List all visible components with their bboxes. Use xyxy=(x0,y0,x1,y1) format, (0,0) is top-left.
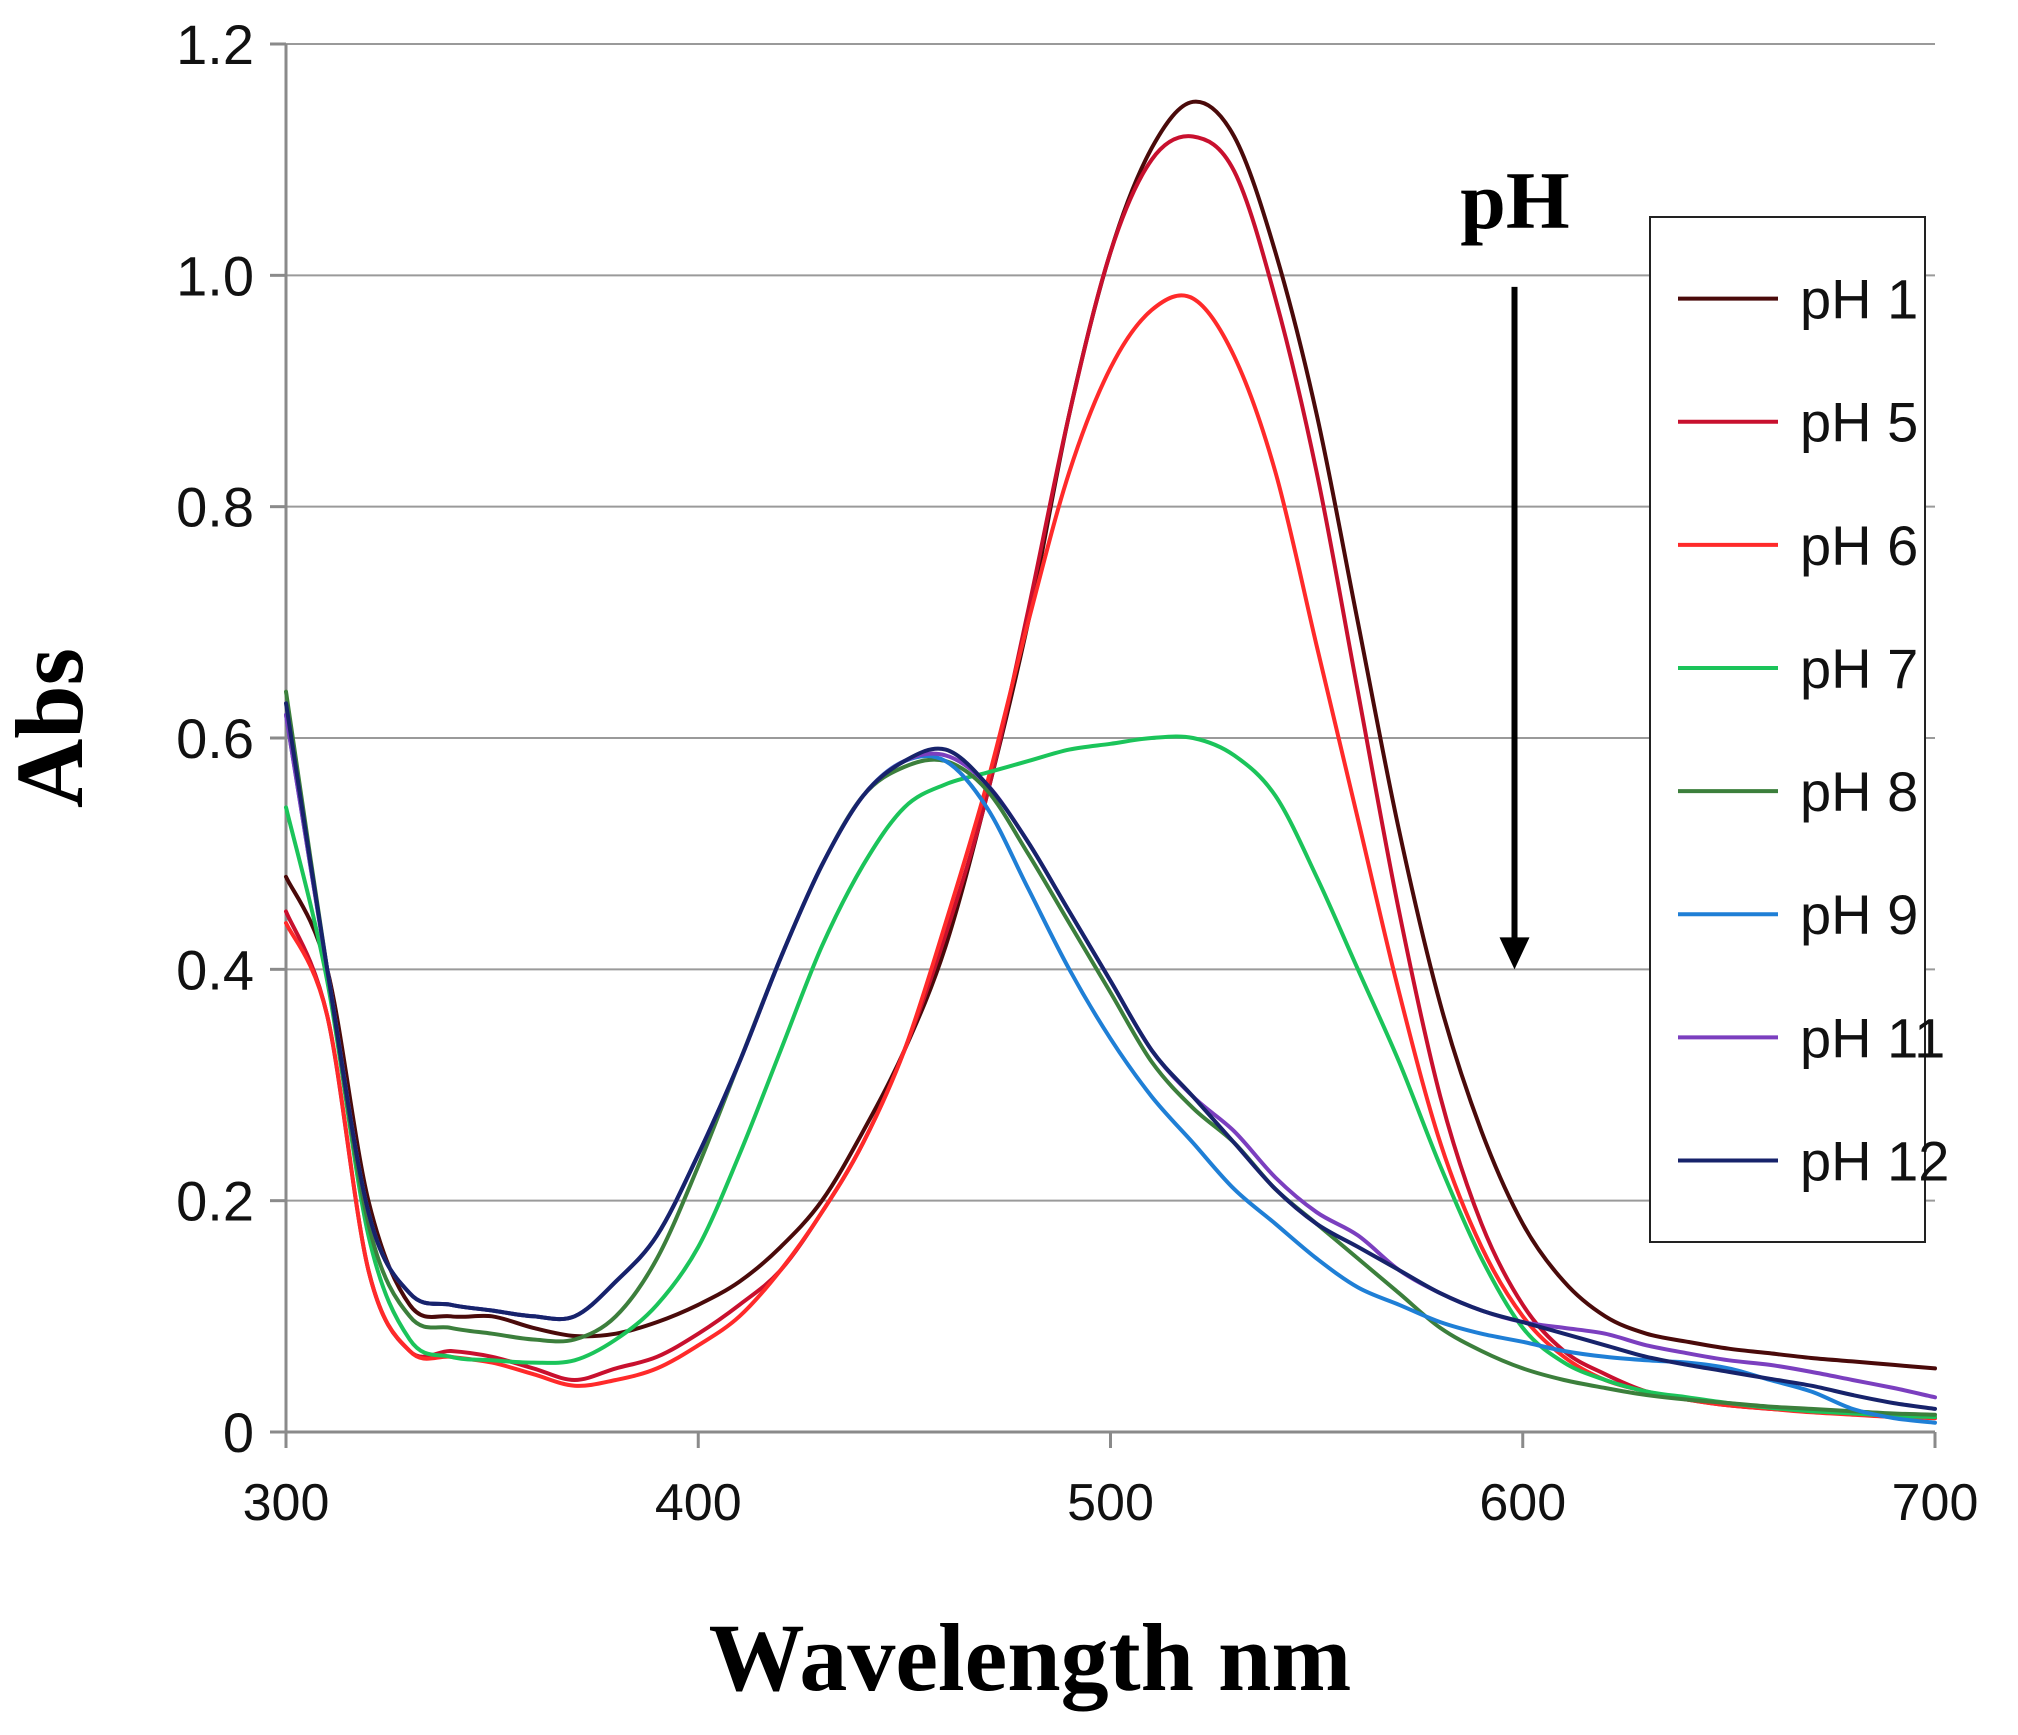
legend-box xyxy=(1649,216,1926,1243)
x-tick-label-3: 600 xyxy=(1479,1474,1566,1532)
y-tick-label-6: 1.2 xyxy=(176,13,254,76)
y-axis-ticks: 0 0.2 0.4 0.6 0.8 1.0 1.2 xyxy=(176,13,286,1464)
legend-label-ph-1: pH 1 xyxy=(1800,268,1918,331)
series-line-ph-12 xyxy=(284,701,1937,1411)
x-tick-label-2: 500 xyxy=(1067,1474,1154,1532)
x-axis-title: Wavelength nm xyxy=(709,1604,1352,1711)
legend-label-ph-5: pH 5 xyxy=(1800,391,1918,454)
y-axis-title: Abs xyxy=(0,648,103,808)
y-tick-label-3: 0.6 xyxy=(176,707,254,770)
legend-label-ph-9: pH 9 xyxy=(1800,883,1918,946)
legend-label-ph-7: pH 7 xyxy=(1800,637,1918,700)
ph-trend-annotation: pH xyxy=(1460,155,1570,970)
legend-label-ph-11: pH 11 xyxy=(1800,1006,1945,1069)
x-axis-ticks: 300 400 500 600 700 xyxy=(243,1432,1979,1532)
down-arrow-icon xyxy=(1499,286,1530,970)
x-tick-label-0: 300 xyxy=(243,1474,330,1532)
legend-label-ph-6: pH 6 xyxy=(1800,514,1918,577)
arrow-head xyxy=(1499,937,1530,970)
legend-label-ph-8: pH 8 xyxy=(1800,760,1918,823)
y-tick-label-0: 0 xyxy=(223,1401,254,1464)
y-tick-label-2: 0.4 xyxy=(176,938,254,1001)
y-tick-label-5: 1.0 xyxy=(176,244,254,307)
legend-label-ph-12: pH 12 xyxy=(1800,1129,1949,1192)
legend: pH 1 pH 5 pH 6 pH 7 pH 8 pH 9 pH 11 pH 12 xyxy=(1649,216,1949,1243)
series-line-ph-8 xyxy=(284,689,1937,1417)
y-tick-label-1: 0.2 xyxy=(176,1170,254,1233)
series-lines xyxy=(284,99,1937,1425)
series-line-ph-5 xyxy=(284,134,1937,1421)
x-tick-label-4: 700 xyxy=(1892,1474,1979,1532)
x-tick-label-1: 400 xyxy=(655,1474,742,1532)
y-tick-label-4: 0.8 xyxy=(176,476,254,539)
ph-annotation-label: pH xyxy=(1460,155,1569,246)
series-line-ph-7 xyxy=(284,734,1937,1419)
